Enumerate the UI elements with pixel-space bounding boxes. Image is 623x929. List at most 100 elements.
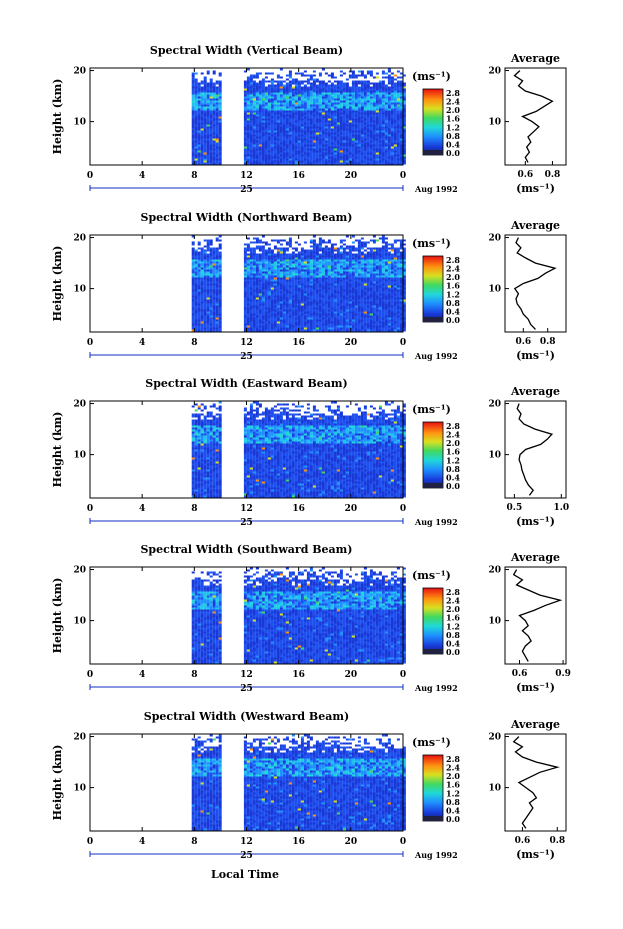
heatmap-cell (215, 253, 219, 256)
heatmap-cell (345, 94, 349, 97)
heatmap-cell (333, 277, 337, 280)
heatmap-cell (282, 273, 286, 276)
heatmap-cell (215, 297, 219, 300)
heatmap-cell (267, 267, 271, 270)
heatmap-cell (200, 96, 204, 99)
heatmap-cell (258, 156, 262, 159)
heatmap-cell (369, 128, 373, 131)
heatmap-cell (203, 112, 207, 115)
heatmap-cell (402, 124, 406, 127)
heatmap-cell (321, 90, 325, 93)
heatmap-cell (206, 90, 210, 93)
heatmap-cell (255, 72, 259, 75)
heatmap-cell (249, 263, 253, 266)
heatmap-cell (191, 88, 195, 91)
heatmap-cell (339, 317, 343, 320)
heatmap-cell (351, 160, 355, 163)
heatmap-cell (270, 106, 274, 109)
heatmap-cell (366, 86, 370, 89)
heatmap-cell (249, 251, 253, 254)
heatmap-cell (270, 100, 274, 103)
heatmap-cell (191, 112, 195, 115)
heatmap-cell (351, 287, 355, 290)
heatmap-cell (315, 86, 319, 89)
heatmap-cell (264, 94, 268, 97)
heatmap-cell (212, 253, 216, 256)
heatmap-cell (200, 108, 204, 111)
heatmap-cell (357, 122, 361, 125)
heatmap-cell (321, 273, 325, 276)
heatmap-cell (267, 249, 271, 252)
heatmap-cell (387, 132, 391, 135)
heatmap-cell (264, 265, 268, 268)
heatmap-cell (318, 90, 322, 93)
heatmap-cell (212, 150, 216, 153)
heatmap-cell (273, 253, 277, 256)
heatmap-cell (333, 293, 337, 296)
heatmap-cell (191, 263, 195, 266)
heatmap-cell (345, 108, 349, 111)
heatmap-cell (321, 144, 325, 147)
heatmap-cell (209, 158, 213, 161)
heatmap-cell (369, 86, 373, 89)
heatmap-cell (396, 130, 400, 133)
heatmap-cell (306, 249, 310, 252)
heatmap-cell (342, 283, 346, 286)
heatmap-cell (396, 162, 400, 165)
heatmap-cell (303, 293, 307, 296)
heatmap-cell (330, 273, 334, 276)
heatmap-cell (315, 110, 319, 113)
heatmap-cell (363, 116, 367, 119)
heatmap-cell (396, 110, 400, 113)
heatmap-cell (212, 84, 216, 87)
heatmap-cell (318, 319, 322, 322)
heatmap-cell (243, 82, 247, 85)
heatmap-cell (333, 309, 337, 312)
heatmap-cell (194, 329, 198, 332)
heatmap-cell (215, 92, 219, 95)
heatmap-cell (342, 301, 346, 304)
heatmap-cell (255, 86, 259, 89)
heatmap-cell (297, 321, 301, 324)
heatmap-cell (218, 259, 222, 262)
heatmap-cell (194, 162, 198, 165)
heatmap-cell (315, 94, 319, 97)
heatmap-cell (243, 271, 247, 274)
heatmap-cell (273, 317, 277, 320)
heatmap-cell (264, 275, 268, 278)
heatmap-cell (297, 301, 301, 304)
heatmap-cell (312, 128, 316, 131)
heatmap-cell (342, 255, 346, 258)
heatmap-cell (306, 86, 310, 89)
heatmap-cell (321, 112, 325, 115)
heatmap-cell (354, 309, 358, 312)
heatmap-cell (360, 104, 364, 107)
heatmap-cell (354, 283, 358, 286)
heatmap-cell (342, 315, 346, 318)
heatmap-cell (324, 138, 328, 141)
heatmap-cell (327, 265, 331, 268)
heatmap-cell (363, 150, 367, 153)
heatmap-cell (212, 110, 216, 113)
heatmap-cell (318, 160, 322, 163)
heatmap-cell (282, 114, 286, 117)
heatmap-cell (348, 94, 352, 97)
heatmap-cell (291, 273, 295, 276)
heatmap-cell (318, 126, 322, 129)
heatmap-cell (360, 315, 364, 318)
heatmap-cell (215, 287, 219, 290)
heatmap-cell (321, 110, 325, 113)
heatmap-cell (336, 154, 340, 157)
heatmap-cell (393, 156, 397, 159)
heatmap-cell (312, 289, 316, 292)
heatmap-cell (363, 126, 367, 129)
heatmap-cell (372, 148, 376, 151)
heatmap-cell (258, 84, 262, 87)
heatmap-cell (333, 285, 337, 288)
heatmap-cell (303, 269, 307, 272)
heatmap-cell (255, 285, 259, 288)
heatmap-cell (279, 291, 283, 294)
heatmap-cell (393, 138, 397, 141)
heatmap-cell (258, 162, 262, 165)
heatmap-cell (330, 315, 334, 318)
